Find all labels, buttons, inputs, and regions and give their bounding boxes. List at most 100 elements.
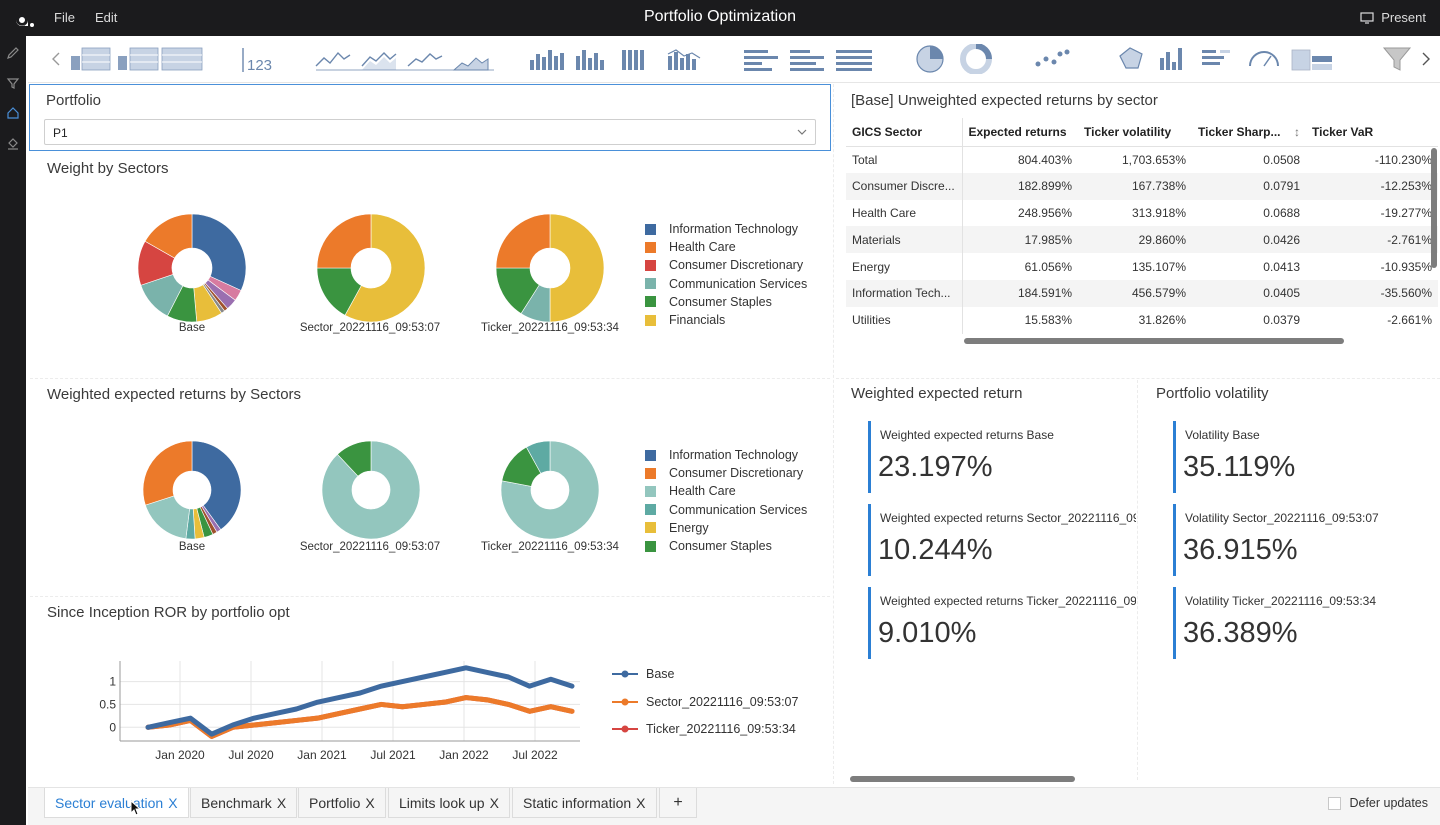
column-header-ticker-sharpe[interactable]: Ticker Sharp... ↕ (1192, 118, 1306, 147)
legend-item[interactable]: Information Technology (645, 220, 807, 238)
kpi-label: Weighted expected returns Ticker_2022111… (880, 594, 1136, 608)
legend-item[interactable]: Consumer Staples (645, 537, 807, 555)
tab-portfolio[interactable]: Portfolio X (298, 788, 386, 818)
pie-slice[interactable] (316, 213, 372, 269)
tab-limits-look-up[interactable]: Limits look up X (388, 788, 510, 818)
horizontal-bar-widgets-icon[interactable] (742, 44, 874, 74)
table-row[interactable]: Information Tech... 184.591% 456.579% 0.040… (846, 279, 1438, 307)
table-row[interactable]: Health Care 248.956% 313.918% 0.0688 -19.277… (846, 199, 1438, 227)
menu-edit[interactable]: Edit (95, 10, 118, 25)
column-header-ticker-volatility[interactable]: Ticker volatility (1078, 118, 1192, 147)
chart-legend-item[interactable]: Sector_20221116_09:53:07 (612, 695, 798, 709)
app-logo-icon[interactable] (12, 6, 36, 30)
legend-line-icon (612, 725, 638, 733)
other-widgets-icon[interactable] (1116, 44, 1336, 74)
series-line[interactable] (145, 695, 575, 739)
close-icon[interactable]: X (276, 794, 287, 811)
pie-slice[interactable] (344, 213, 426, 323)
close-icon[interactable]: X (168, 794, 178, 811)
table-row[interactable]: Energy 61.056% 135.107% 0.0413 -10.935% (846, 253, 1438, 280)
legend-item[interactable]: Consumer Discretionary (645, 464, 807, 482)
column-divider (833, 84, 834, 784)
legend-item[interactable]: Energy (645, 519, 807, 537)
defer-updates-toggle[interactable]: Defer updates (1328, 796, 1428, 810)
legend-swatch (645, 485, 656, 497)
table-vertical-scrollbar[interactable] (1431, 148, 1437, 268)
sort-icon[interactable]: ↕ (1294, 124, 1300, 139)
table-widgets-icon[interactable] (68, 44, 208, 74)
table-horizontal-scrollbar[interactable] (964, 338, 1344, 344)
legend-item[interactable]: Financials (645, 311, 807, 329)
column-header-expected-returns[interactable]: Expected returns (961, 118, 1078, 147)
table-row[interactable]: Total 804.403% 1,703.653% 0.0508 -110.230% (846, 146, 1438, 173)
x-tick-label: Jan 2021 (297, 748, 347, 762)
pencil-icon[interactable] (6, 46, 20, 60)
filter-icon[interactable] (6, 76, 20, 90)
close-icon[interactable]: X (365, 794, 375, 811)
tab-sector-evaluation[interactable]: Sector evaluation X (44, 788, 189, 818)
table-row[interactable]: Consumer Discre... 182.899% 167.738% 0.0791… (846, 172, 1438, 200)
pie-slice[interactable] (500, 440, 600, 540)
legend-item[interactable]: Health Care (645, 238, 807, 256)
chevron-down-icon (797, 129, 807, 135)
legend-item[interactable]: Health Care (645, 482, 807, 500)
home-icon[interactable] (6, 106, 20, 120)
table-cell: 456.579% (1078, 279, 1192, 307)
pie-donut-widgets-icon[interactable] (914, 44, 994, 74)
kpi-label: Weighted expected returns Base (880, 428, 1054, 442)
close-icon[interactable]: X (489, 794, 499, 811)
tab-benchmark[interactable]: Benchmark X (190, 788, 298, 818)
tab-static-information[interactable]: Static information X (512, 788, 657, 818)
legend-line-icon (612, 670, 638, 678)
legend-item[interactable]: Communication Services (645, 501, 807, 519)
kpi-widget-icon[interactable]: 123 (241, 44, 277, 74)
table-cell: 248.956% (961, 199, 1078, 227)
dashboard-horizontal-scrollbar[interactable] (850, 776, 1075, 782)
pie-slice[interactable] (337, 440, 372, 477)
scatter-widget-icon[interactable] (1032, 44, 1072, 74)
x-tick-label: Jan 2022 (439, 748, 489, 762)
pie-slice[interactable] (142, 440, 193, 506)
legend-swatch (645, 296, 656, 308)
series-line[interactable] (145, 665, 575, 737)
table-row[interactable]: Utilities 15.583% 31.826% 0.0379 -2.661% (846, 306, 1438, 334)
present-button[interactable]: Present (1360, 10, 1426, 25)
column-header-sector[interactable]: GICS Sector (846, 118, 962, 147)
add-tab-button[interactable]: + (659, 788, 697, 818)
paint-bucket-icon[interactable] (6, 136, 20, 150)
legend-item[interactable]: Consumer Staples (645, 293, 807, 311)
portfolio-select[interactable]: P1 (44, 119, 816, 145)
pie-slice[interactable] (495, 213, 551, 269)
chart-legend-item[interactable]: Base (612, 667, 675, 681)
pie-slice[interactable] (321, 440, 421, 540)
table-cell: Materials (846, 226, 962, 254)
pie-slice[interactable] (191, 440, 242, 531)
table-cell: 29.860% (1078, 226, 1192, 254)
pie-slice[interactable] (525, 440, 551, 474)
page-tab-bar: Sector evaluation X Benchmark X Portfolio X… (28, 787, 1440, 825)
chart-legend-item[interactable]: Ticker_20221116_09:53:34 (612, 722, 796, 736)
menu-file[interactable]: File (54, 10, 75, 25)
bar-chart-widgets-icon[interactable] (528, 44, 708, 74)
defer-updates-checkbox[interactable] (1328, 796, 1342, 810)
legend-item[interactable]: Communication Services (645, 275, 807, 293)
legend-label: Information Technology (669, 448, 799, 463)
legend-item[interactable]: Information Technology (645, 446, 807, 464)
legend-line-icon (612, 698, 638, 706)
filter-widget-icon[interactable] (1380, 44, 1414, 74)
column-header-ticker-var[interactable]: Ticker VaR (1306, 118, 1438, 147)
pie-slice[interactable] (144, 213, 193, 259)
pie-slice[interactable] (549, 213, 605, 323)
close-icon[interactable]: X (636, 794, 646, 811)
legend-item[interactable]: Consumer Discretionary (645, 256, 807, 274)
legend-label: Health Care (669, 240, 736, 255)
legend-label: Communication Services (669, 502, 808, 517)
chevron-left-icon[interactable] (50, 44, 62, 74)
chevron-right-icon[interactable] (1420, 44, 1432, 74)
legend-label: Communication Services (669, 276, 808, 291)
table-row[interactable]: Materials 17.985% 29.860% 0.0426 -2.761% (846, 226, 1438, 254)
pie-slice[interactable] (191, 213, 247, 291)
weight-by-sectors-title: Weight by Sectors (47, 160, 169, 177)
line-chart-widgets-icon[interactable] (314, 44, 494, 74)
weight-by-sectors-pies (137, 213, 605, 323)
